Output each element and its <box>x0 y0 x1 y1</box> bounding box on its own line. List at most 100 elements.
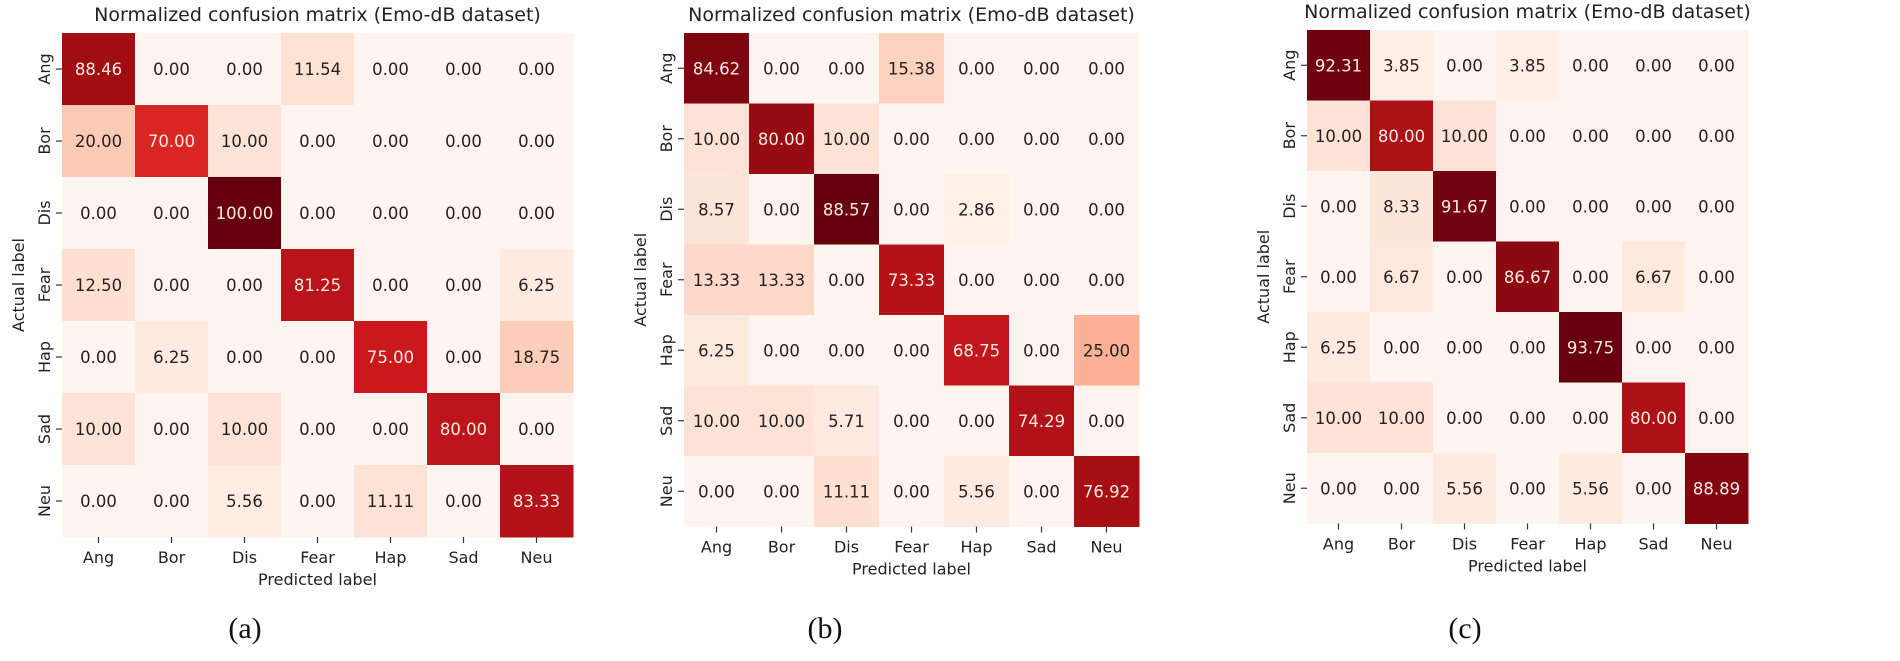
cell-value-label: 5.56 <box>1446 479 1483 498</box>
cell-value-label: 70.00 <box>148 132 195 151</box>
y-tick-label: Bor <box>657 125 676 153</box>
cell-value-label: 0.00 <box>893 412 930 431</box>
cell-value-label: 0.00 <box>226 276 263 295</box>
cell-value-label: 15.38 <box>888 59 935 78</box>
heatmap-cell <box>427 393 501 466</box>
heatmap-cell <box>879 174 945 245</box>
cell-value-label: 88.57 <box>823 200 870 219</box>
cell-value-label: 0.00 <box>299 348 336 367</box>
heatmap-cell <box>427 177 501 250</box>
cell-value-label: 0.00 <box>1023 271 1060 290</box>
heatmap-cell <box>1685 30 1749 101</box>
cell-value-label: 0.00 <box>1088 130 1125 149</box>
y-tick-label: Sad <box>35 414 54 444</box>
heatmap-cell <box>500 393 574 466</box>
cell-value-label: 0.00 <box>1509 479 1546 498</box>
cell-value-label: 0.00 <box>1635 127 1672 146</box>
cell-value-label: 6.25 <box>518 276 555 295</box>
cell-value-label: 0.00 <box>445 60 482 79</box>
heatmap-cell <box>1559 382 1623 454</box>
cell-value-label: 0.00 <box>1698 268 1735 287</box>
heatmap-cell <box>814 385 880 457</box>
heatmap-cell <box>427 105 501 178</box>
cell-value-label: 0.00 <box>1509 338 1546 357</box>
heatmap-cell <box>1074 315 1140 386</box>
cell-value-label: 10.00 <box>693 130 740 149</box>
cell-value-label: 0.00 <box>153 276 190 295</box>
cell-value-label: 18.75 <box>513 348 560 367</box>
cell-value-label: 6.25 <box>698 341 735 360</box>
x-tick-label: Sad <box>1026 538 1056 557</box>
cell-value-label: 0.00 <box>1088 271 1125 290</box>
heatmap-cell <box>281 105 355 178</box>
heatmap-cell <box>1370 30 1434 101</box>
heatmap-cell <box>944 385 1010 457</box>
cell-value-label: 6.25 <box>153 348 190 367</box>
heatmap-cell <box>1009 244 1075 316</box>
heatmap-cell <box>1685 171 1749 242</box>
cell-value-label: 10.00 <box>758 412 805 431</box>
x-tick-label: Sad <box>448 548 478 567</box>
heatmap-cell <box>135 249 209 322</box>
cell-value-label: 3.85 <box>1509 56 1546 75</box>
heatmap-cell <box>500 465 574 538</box>
heatmap-cell <box>684 103 750 175</box>
cell-value-label: 86.67 <box>1504 268 1551 287</box>
x-tick-label: Neu <box>1701 535 1733 554</box>
cell-value-label: 0.00 <box>1023 200 1060 219</box>
cell-value-label: 0.00 <box>445 492 482 511</box>
cell-value-label: 0.00 <box>1635 197 1672 216</box>
y-tick-label: Ang <box>1280 50 1299 81</box>
heatmap-cell <box>135 177 209 250</box>
heatmap-cell <box>749 385 815 457</box>
cell-value-label: 0.00 <box>1023 482 1060 501</box>
heatmap-cell <box>1622 453 1686 524</box>
cell-value-label: 25.00 <box>1083 341 1130 360</box>
cell-value-label: 80.00 <box>440 420 487 439</box>
heatmap-cell <box>814 33 880 104</box>
cell-value-label: 68.75 <box>953 341 1000 360</box>
cell-value-label: 0.00 <box>1088 200 1125 219</box>
x-tick-label: Ang <box>83 548 114 567</box>
y-tick-label: Neu <box>1280 472 1299 504</box>
cell-value-label: 93.75 <box>1567 338 1614 357</box>
heatmap-cell <box>427 33 501 106</box>
cell-value-label: 84.62 <box>693 59 740 78</box>
cell-value-label: 5.56 <box>1572 479 1609 498</box>
cell-value-label: 0.00 <box>1635 338 1672 357</box>
heatmap-cell <box>749 244 815 316</box>
heatmap-cell <box>135 393 209 466</box>
cell-value-label: 0.00 <box>299 132 336 151</box>
heatmap-cell <box>1370 100 1434 172</box>
y-tick-label: Bor <box>1280 122 1299 150</box>
cell-value-label: 10.00 <box>823 130 870 149</box>
cell-value-label: 0.00 <box>1383 479 1420 498</box>
heatmap-cell <box>62 177 136 250</box>
cell-value-label: 0.00 <box>1320 268 1357 287</box>
heatmap-cell <box>1433 382 1497 454</box>
confusion-matrix-panel: Normalized confusion matrix (Emo-dB data… <box>631 4 1140 579</box>
heatmap-cell <box>354 33 428 106</box>
heatmap-cell <box>1496 453 1560 524</box>
heatmap-cell <box>62 465 136 538</box>
heatmap-cell <box>1496 241 1560 313</box>
cell-value-label: 83.33 <box>513 492 560 511</box>
y-tick-label: Neu <box>657 475 676 507</box>
heatmap-cell <box>814 456 880 527</box>
heatmap-cell <box>1009 315 1075 386</box>
heatmap-cell <box>1433 241 1497 313</box>
cell-value-label: 10.00 <box>1315 127 1362 146</box>
heatmap-cell <box>879 244 945 316</box>
heatmap-cell <box>500 105 574 178</box>
heatmap-cell <box>944 315 1010 386</box>
heatmap-cell <box>354 393 428 466</box>
heatmap-cell <box>684 385 750 457</box>
cell-value-label: 0.00 <box>1446 268 1483 287</box>
heatmap-cell <box>1370 171 1434 242</box>
heatmap-cell <box>208 33 282 106</box>
cell-value-label: 0.00 <box>763 341 800 360</box>
heatmap-cell <box>1622 100 1686 172</box>
heatmap-cell <box>1307 453 1371 524</box>
cell-value-label: 88.46 <box>75 60 122 79</box>
